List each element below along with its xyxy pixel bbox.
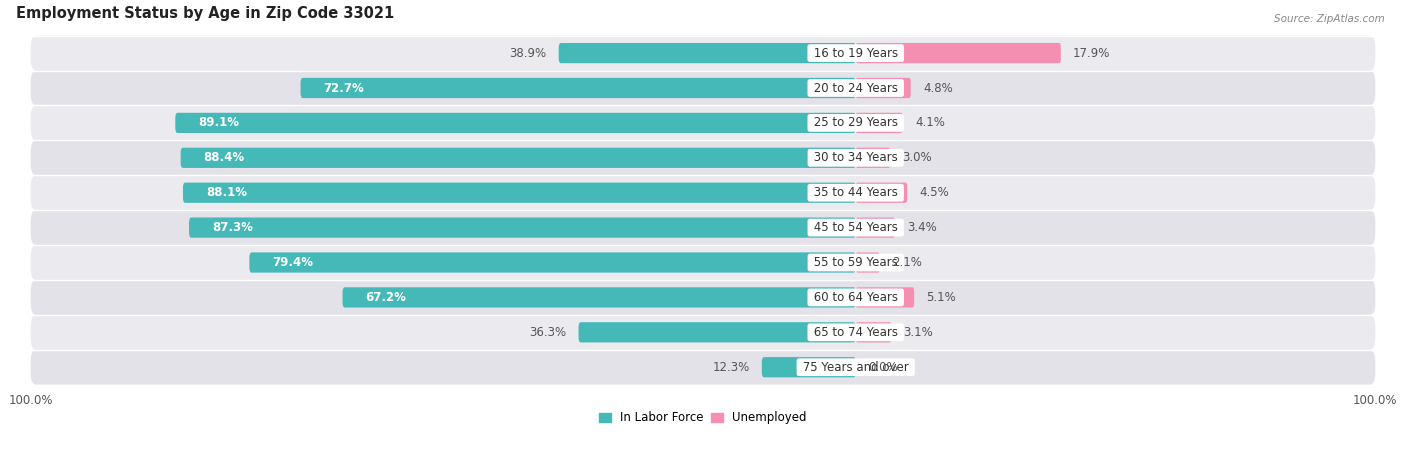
FancyBboxPatch shape: [176, 113, 856, 133]
Text: 35 to 44 Years: 35 to 44 Years: [810, 186, 901, 199]
FancyBboxPatch shape: [856, 322, 891, 342]
FancyBboxPatch shape: [188, 217, 856, 238]
FancyBboxPatch shape: [31, 36, 1375, 70]
FancyBboxPatch shape: [183, 183, 856, 203]
FancyBboxPatch shape: [31, 140, 1375, 175]
Text: 0.0%: 0.0%: [868, 361, 897, 374]
FancyBboxPatch shape: [856, 287, 914, 308]
Text: 3.1%: 3.1%: [904, 326, 934, 339]
FancyBboxPatch shape: [180, 147, 856, 168]
FancyBboxPatch shape: [856, 78, 911, 98]
FancyBboxPatch shape: [31, 245, 1375, 280]
Text: 4.8%: 4.8%: [922, 82, 953, 95]
FancyBboxPatch shape: [301, 78, 856, 98]
Text: 87.3%: 87.3%: [212, 221, 253, 234]
Text: 65 to 74 Years: 65 to 74 Years: [810, 326, 901, 339]
Text: 3.4%: 3.4%: [907, 221, 936, 234]
Text: 55 to 59 Years: 55 to 59 Years: [810, 256, 901, 269]
FancyBboxPatch shape: [856, 113, 903, 133]
FancyBboxPatch shape: [856, 217, 894, 238]
Text: 60 to 64 Years: 60 to 64 Years: [810, 291, 901, 304]
Text: 12.3%: 12.3%: [713, 361, 749, 374]
FancyBboxPatch shape: [31, 70, 1375, 106]
FancyBboxPatch shape: [31, 315, 1375, 350]
Text: 20 to 24 Years: 20 to 24 Years: [810, 82, 901, 95]
FancyBboxPatch shape: [31, 280, 1375, 315]
Text: 72.7%: 72.7%: [323, 82, 364, 95]
Text: 2.1%: 2.1%: [891, 256, 922, 269]
Text: 5.1%: 5.1%: [927, 291, 956, 304]
Text: 88.4%: 88.4%: [204, 151, 245, 164]
Text: 4.1%: 4.1%: [915, 116, 945, 129]
FancyBboxPatch shape: [31, 106, 1375, 140]
Text: 4.5%: 4.5%: [920, 186, 949, 199]
Text: 75 Years and over: 75 Years and over: [799, 361, 912, 374]
FancyBboxPatch shape: [856, 147, 890, 168]
FancyBboxPatch shape: [31, 210, 1375, 245]
FancyBboxPatch shape: [249, 253, 856, 273]
FancyBboxPatch shape: [31, 350, 1375, 385]
FancyBboxPatch shape: [856, 253, 880, 273]
Text: 17.9%: 17.9%: [1073, 46, 1111, 60]
FancyBboxPatch shape: [558, 43, 856, 63]
FancyBboxPatch shape: [578, 322, 856, 342]
Legend: In Labor Force, Unemployed: In Labor Force, Unemployed: [595, 406, 811, 429]
Text: 67.2%: 67.2%: [366, 291, 406, 304]
FancyBboxPatch shape: [856, 183, 907, 203]
Text: 45 to 54 Years: 45 to 54 Years: [810, 221, 901, 234]
FancyBboxPatch shape: [31, 175, 1375, 210]
Text: Employment Status by Age in Zip Code 33021: Employment Status by Age in Zip Code 330…: [15, 5, 394, 21]
Text: 36.3%: 36.3%: [529, 326, 567, 339]
Text: 88.1%: 88.1%: [205, 186, 247, 199]
Text: 16 to 19 Years: 16 to 19 Years: [810, 46, 901, 60]
FancyBboxPatch shape: [343, 287, 856, 308]
Text: 79.4%: 79.4%: [273, 256, 314, 269]
Text: 30 to 34 Years: 30 to 34 Years: [810, 151, 901, 164]
Text: Source: ZipAtlas.com: Source: ZipAtlas.com: [1274, 14, 1385, 23]
FancyBboxPatch shape: [856, 43, 1060, 63]
Text: 38.9%: 38.9%: [509, 46, 547, 60]
Text: 25 to 29 Years: 25 to 29 Years: [810, 116, 901, 129]
Text: 89.1%: 89.1%: [198, 116, 239, 129]
Text: 3.0%: 3.0%: [903, 151, 932, 164]
FancyBboxPatch shape: [762, 357, 856, 377]
